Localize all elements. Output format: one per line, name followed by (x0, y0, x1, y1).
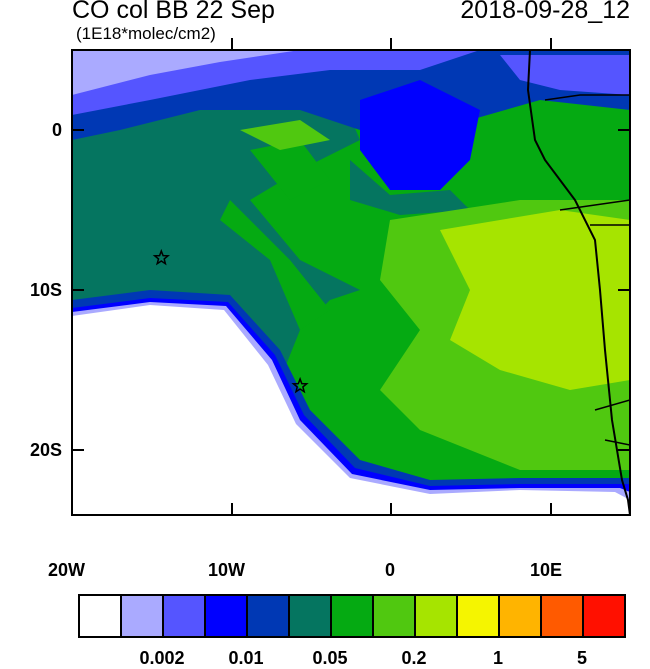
colorbar-swatch (122, 596, 164, 636)
colorbar-label: 1 (492, 648, 504, 668)
star-marker (291, 376, 309, 394)
co-field (72, 50, 630, 515)
plot-title: CO col BB 22 Sep (72, 0, 275, 24)
colorbar-swatch (416, 596, 458, 636)
colorbar-swatch (374, 596, 416, 636)
country-borders (544, 94, 630, 446)
colorbar (78, 594, 626, 638)
colorbar-swatch (164, 596, 206, 636)
lon-label-10e: 10E (530, 560, 563, 580)
axis-ticks (72, 38, 630, 515)
colorbar-label: 5 (576, 648, 588, 668)
colorbar-swatch (206, 596, 248, 636)
lon-label-20w: 20W (48, 560, 86, 580)
colorbar-swatch (290, 596, 332, 636)
colorbar-swatch (332, 596, 374, 636)
colorbar-label: 0.2 (401, 648, 427, 668)
lon-label-0: 0 (385, 560, 396, 580)
colorbar-swatch (248, 596, 290, 636)
plot-units: (1E18*molec/cm2) (76, 24, 216, 43)
colorbar-label: 0.05 (312, 648, 348, 668)
coastline (526, 50, 630, 515)
lat-label-10s: 10S (30, 280, 63, 300)
lon-label-10w: 10W (208, 560, 246, 580)
colorbar-label: 0.01 (228, 648, 264, 668)
colorbar-label: 0.002 (139, 648, 185, 668)
plot-date: 2018-09-28_12 (460, 0, 630, 24)
colorbar-swatch (584, 596, 624, 636)
plot-frame (71, 49, 631, 516)
colorbar-swatch (458, 596, 500, 636)
colorbar-swatch (80, 596, 122, 636)
lat-label-0: 0 (52, 120, 63, 140)
star-marker (152, 248, 171, 266)
lat-label-20s: 20S (30, 440, 63, 460)
colorbar-swatch (542, 596, 584, 636)
colorbar-swatch (500, 596, 542, 636)
